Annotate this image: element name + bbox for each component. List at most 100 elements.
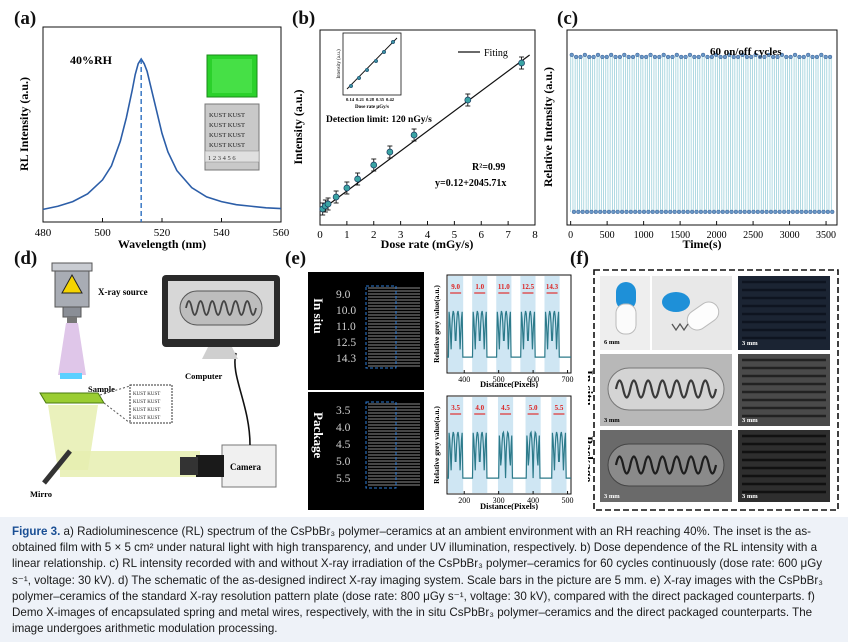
- point-on: [587, 54, 592, 60]
- band: [544, 276, 560, 372]
- computer: [162, 275, 280, 359]
- point-off: [733, 209, 739, 214]
- point-b: [518, 59, 525, 67]
- group-label: 14.3: [546, 283, 559, 291]
- svg-text:4.0: 4.0: [336, 422, 351, 434]
- point-off: [773, 209, 778, 214]
- svg-text:KUST KUST: KUST KUST: [209, 142, 245, 149]
- point-on: [779, 52, 785, 57]
- point-on: [736, 54, 741, 60]
- point-off: [602, 209, 607, 214]
- xray-image-insitu: [308, 272, 424, 390]
- point-off: [777, 209, 782, 214]
- group-label: 4.0: [475, 404, 484, 412]
- point-on: [827, 54, 833, 60]
- point-on: [718, 54, 723, 60]
- xtick-e: 700: [562, 375, 574, 384]
- point-b: [332, 193, 340, 201]
- point-on: [722, 54, 728, 60]
- point-off: [593, 209, 598, 214]
- svg-text:5.5: 5.5: [336, 473, 351, 485]
- point-off: [655, 209, 660, 214]
- svg-text:4.5: 4.5: [336, 439, 351, 451]
- svg-text:0.28: 0.28: [366, 97, 375, 102]
- profile-line-insitu: [447, 310, 571, 358]
- panel-label-b: (b): [292, 8, 316, 29]
- point-on: [639, 54, 644, 60]
- point-off: [606, 209, 612, 214]
- xtick-c: 1500: [670, 230, 690, 241]
- chart-e1: 9.0 1.0 11.0 12.5 14.3 400 500 600 700 Relative…: [432, 274, 574, 388]
- point-off: [742, 209, 747, 214]
- svg-text:1 2 3 4 5 6: 1 2 3 4 5 6: [208, 155, 236, 162]
- point-off: [707, 209, 712, 214]
- point-off: [698, 209, 704, 214]
- figure-caption: Figure 3. a) Radioluminescence (RL) spec…: [0, 517, 848, 642]
- band: [525, 397, 541, 493]
- mirror: [42, 449, 72, 485]
- point-off: [628, 209, 633, 214]
- point-on: [600, 54, 605, 60]
- svg-text:KUST KUST: KUST KUST: [133, 408, 160, 413]
- fit-line-b: [319, 54, 530, 212]
- point-on: [705, 54, 710, 60]
- svg-text:Distance(Pixels): Distance(Pixels): [480, 379, 538, 388]
- xlabel-b: Dose rate (mGy/s): [381, 237, 474, 251]
- point-on: [744, 54, 749, 60]
- band: [496, 276, 512, 372]
- point-on: [674, 52, 679, 57]
- point-off: [676, 209, 682, 214]
- point-off: [817, 209, 822, 214]
- cycles-annotation: 60 on/off cycles: [710, 46, 782, 58]
- point-off: [729, 209, 734, 214]
- xtick-a: 520: [154, 227, 171, 239]
- xtick-b: 7: [505, 229, 511, 241]
- xtick-e: 500: [562, 496, 574, 505]
- svg-text:0.14: 0.14: [346, 97, 355, 102]
- annotation-40rh: 40%RH: [70, 53, 113, 67]
- svg-text:Mirro: Mirro: [30, 489, 52, 499]
- band: [448, 397, 464, 493]
- point-off: [755, 209, 760, 214]
- point-on: [788, 54, 793, 60]
- point-off: [821, 209, 826, 214]
- xtick-a: 560: [273, 227, 290, 239]
- band: [551, 397, 567, 493]
- point-on: [569, 52, 574, 57]
- svg-text:0.42: 0.42: [386, 97, 395, 102]
- point-on: [814, 54, 820, 60]
- panel-label-f: (f): [570, 248, 589, 269]
- point-off: [746, 209, 752, 214]
- svg-text:Dose rate μGy/s: Dose rate μGy/s: [355, 105, 389, 110]
- xtick-b: 6: [479, 229, 485, 241]
- group-label: 3.5: [451, 404, 460, 412]
- point-off: [668, 209, 673, 214]
- point-off: [624, 209, 629, 214]
- svg-text:In situ: In situ: [311, 298, 326, 334]
- svg-text:X-ray source: X-ray source: [98, 287, 148, 297]
- point-on: [823, 54, 828, 60]
- point-off: [751, 209, 756, 214]
- r2-value: R²=0.99: [472, 162, 505, 173]
- point-b: [354, 175, 361, 183]
- band: [497, 397, 514, 493]
- point-on: [661, 52, 666, 57]
- point-on: [578, 54, 583, 60]
- point-off: [690, 209, 695, 214]
- point-on: [749, 54, 754, 60]
- svg-text:11.0: 11.0: [336, 321, 356, 333]
- point-off: [589, 209, 594, 214]
- point-off: [768, 209, 774, 214]
- point-off: [781, 209, 787, 214]
- ruler: [204, 150, 260, 163]
- point-off: [803, 209, 809, 214]
- point-on: [784, 54, 789, 60]
- point-off: [703, 209, 708, 214]
- svg-text:KUST KUST: KUST KUST: [209, 112, 245, 119]
- point-off: [808, 209, 813, 214]
- xtick-b: 8: [532, 229, 538, 241]
- point-b: [386, 148, 394, 156]
- group-label: 5.0: [529, 404, 538, 412]
- point-off: [711, 209, 717, 214]
- point-off: [685, 209, 690, 214]
